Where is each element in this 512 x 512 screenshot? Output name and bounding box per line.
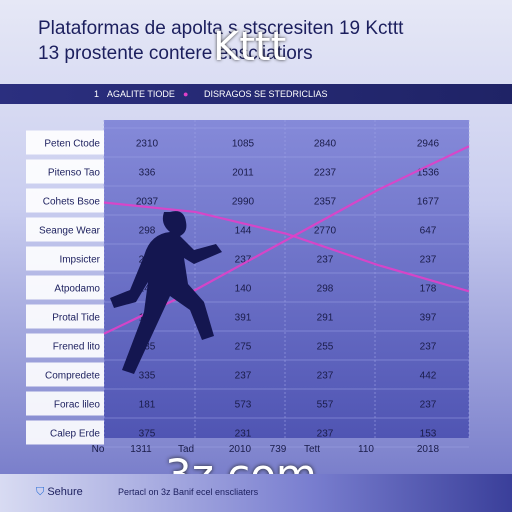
brand-name: Sehure: [47, 486, 83, 498]
cell-value: 2310: [136, 139, 159, 150]
cell-values: 2310 1085 2840 2946 336 2011 2237 1536 2037 2990 2…: [136, 139, 440, 440]
cell-value: 237: [420, 255, 437, 266]
row-label: Forac lileo: [54, 400, 101, 411]
legend-item-2: DISRAGOS SE STEDRICLIAS: [204, 89, 328, 99]
cell-value: 391: [235, 313, 252, 324]
x-tick-label: Tett: [304, 444, 320, 455]
cell-value: 237: [235, 371, 252, 382]
row-label: Cohets Bsoe: [43, 197, 101, 208]
title-line-2: 13 prostente contere enscliatiors: [38, 43, 313, 64]
cell-value: 1536: [417, 168, 440, 179]
cell-value: 1085: [232, 139, 255, 150]
row-label-bg: [26, 420, 104, 445]
legend-dot-icon: ●: [183, 89, 189, 99]
cell-value: 2840: [314, 139, 337, 150]
row-label-bg: [26, 188, 104, 213]
cell-value: 2037: [136, 197, 159, 208]
x-tick-labels: No 1311 Tad 2010 739 Tett 110 2018: [92, 444, 440, 455]
cell-value: 2990: [232, 197, 255, 208]
footer-note: Pertacl on 3z Banif ecel enscliaters: [118, 487, 259, 497]
row-label-bg: [26, 362, 104, 387]
cell-value: 2011: [232, 168, 254, 179]
row-label-bg: [26, 159, 104, 184]
cell-value: 237: [420, 342, 437, 353]
cell-value: 573: [235, 400, 252, 411]
row-label: Seange Wear: [39, 226, 101, 237]
row-label: Frened lito: [53, 342, 101, 353]
cell-value: 237: [420, 400, 437, 411]
cell-value: 298: [139, 226, 156, 237]
legend-marker: 1: [94, 89, 100, 99]
row-label-bg: [26, 217, 104, 242]
cell-value: 298: [317, 284, 334, 295]
cell-value: 231: [235, 429, 252, 440]
cell-value: 442: [420, 371, 437, 382]
chart-title: Plataformas de apolta s stscresiten 19 K…: [38, 16, 508, 66]
series-line-1: [103, 201, 470, 293]
row-label-bg: [26, 304, 104, 329]
cell-value: 153: [420, 429, 437, 440]
cell-value: 178: [420, 284, 437, 295]
cell-value: 335: [139, 371, 156, 382]
cell-value: 375: [139, 429, 156, 440]
x-tick-label: No: [92, 444, 105, 455]
row-label: Impsicter: [59, 255, 100, 266]
row-label: Peten Ctode: [44, 139, 100, 150]
cell-value: 397: [420, 313, 437, 324]
legend-item-1: AGALITE TIODE: [107, 89, 175, 99]
cell-value: 237: [235, 255, 252, 266]
row-label: Atpodamo: [54, 284, 100, 295]
cell-value: 557: [317, 400, 334, 411]
footer-bar: [0, 474, 512, 512]
x-tick-label: 739: [270, 444, 287, 455]
cell-value: 2237: [314, 168, 337, 179]
row-label-bg: [26, 246, 104, 271]
x-tick-label: 2010: [229, 444, 252, 455]
cell-value: 237: [317, 371, 334, 382]
cell-value: 275: [235, 342, 252, 353]
x-tick-label: 1311: [130, 444, 152, 455]
cell-value: 647: [420, 226, 437, 237]
row-label: Pitenso Tao: [48, 168, 101, 179]
row-label-bg: [26, 391, 104, 416]
row-label-bg: [26, 333, 104, 358]
cell-value: 140: [235, 284, 252, 295]
legend-bar: 1 AGALITE TIODE ● DISRAGOS SE STEDRICLIA…: [0, 84, 512, 104]
brand-logo: ⛉ Sehure: [36, 486, 83, 499]
x-tick-label: 2018: [417, 444, 440, 455]
cell-value: 255: [317, 342, 334, 353]
cell-value: 144: [235, 226, 252, 237]
cell-value: 2946: [417, 139, 440, 150]
shield-icon: ⛉: [36, 486, 45, 498]
cell-value: 1677: [417, 197, 440, 208]
cell-value: 135: [139, 342, 156, 353]
x-tick-label: Tad: [178, 444, 194, 455]
cell-value: 2770: [314, 226, 337, 237]
cell-value: 291: [317, 313, 334, 324]
row-labels: Peten Ctode Pitenso Tao Cohets Bsoe Seange …: [26, 130, 104, 445]
row-label: Calep Erde: [50, 429, 100, 440]
overlay-text: Kttt: [213, 24, 287, 70]
cell-value: 2357: [314, 197, 337, 208]
row-label: Compredete: [45, 371, 100, 382]
x-tick-label: 110: [358, 444, 374, 455]
cell-value: 237: [317, 255, 334, 266]
cell-value: 237: [317, 429, 334, 440]
title-line-1: Plataformas de apolta s stscresiten 19 K…: [38, 18, 404, 39]
runner-silhouette-icon: [110, 211, 222, 374]
row-label: Protal Tide: [52, 313, 100, 324]
row-label-bg: [26, 130, 104, 155]
row-label-bg: [26, 275, 104, 300]
cell-value: 181: [139, 400, 156, 411]
cell-value: 336: [139, 168, 156, 179]
